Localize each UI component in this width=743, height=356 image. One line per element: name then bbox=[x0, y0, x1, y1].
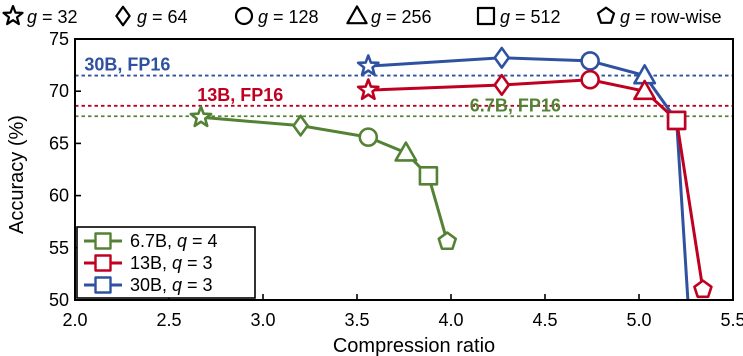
top-legend-label: g = 64 bbox=[137, 7, 188, 27]
legend-label: 13B, q = 3 bbox=[130, 253, 213, 273]
top-legend-label: g = 512 bbox=[500, 7, 561, 27]
top-legend: g = 32 g = 64 g = 128 g = 256 g = 512 g = row… bbox=[2, 4, 722, 27]
legend-model: 13B, bbox=[130, 253, 172, 273]
data-point bbox=[693, 279, 713, 299]
top-legend-g: g bbox=[500, 7, 510, 27]
top-legend-value: = 128 bbox=[268, 7, 319, 27]
data-point bbox=[437, 231, 458, 251]
x-axis-label: Compression ratio bbox=[333, 335, 495, 356]
legend-label: 6.7B, q = 4 bbox=[130, 231, 218, 251]
top-legend-g: g bbox=[137, 7, 147, 27]
top-legend-g: g bbox=[27, 7, 37, 27]
legend-square-icon bbox=[94, 254, 112, 272]
top-legend-value: = 32 bbox=[37, 7, 78, 27]
series-layer bbox=[189, 46, 713, 301]
plot-frame bbox=[74, 38, 734, 301]
legend-item: 13B, q = 3 bbox=[84, 253, 213, 273]
legend-value: = 3 bbox=[182, 253, 213, 273]
x-tick-label: 3.0 bbox=[250, 310, 275, 330]
legend-q: q bbox=[172, 253, 182, 273]
top-legend-value: = row-wise bbox=[630, 7, 722, 27]
data-point bbox=[493, 73, 511, 97]
x-tick-label: 4.0 bbox=[438, 310, 463, 330]
top-legend-g: g bbox=[620, 7, 630, 27]
x-tick-label: 2.5 bbox=[156, 310, 181, 330]
data-point bbox=[356, 78, 380, 101]
reference-lines: 30B, FP16 13B, FP16 6.7B, FP16 bbox=[75, 55, 733, 118]
top-legend-item: g = 512 bbox=[476, 6, 561, 27]
circle-marker-icon bbox=[234, 6, 254, 26]
diamond-marker-icon bbox=[115, 5, 131, 27]
data-point bbox=[580, 51, 600, 71]
data-point bbox=[418, 165, 439, 186]
legend-value: = 4 bbox=[187, 231, 218, 251]
series-line bbox=[368, 56, 690, 301]
legend-item: 30B, q = 3 bbox=[84, 275, 213, 295]
star-marker-icon bbox=[2, 4, 24, 26]
reference-line-label: 6.7B, FP16 bbox=[470, 95, 561, 115]
y-tick-label: 55 bbox=[49, 238, 69, 258]
triangle-marker-icon bbox=[346, 5, 368, 25]
data-point bbox=[580, 69, 600, 90]
x-tick-label: 2.0 bbox=[62, 310, 87, 330]
y-tick-label: 75 bbox=[49, 29, 69, 49]
legend-item: 6.7B, q = 4 bbox=[84, 231, 218, 251]
top-legend-item: g = 64 bbox=[115, 5, 188, 27]
top-legend-item: g = 256 bbox=[346, 5, 432, 27]
top-legend-item: g = 32 bbox=[2, 4, 78, 27]
axes: 2.0 2.5 3.0 3.5 4.0 4.5 5.0 5.5 50 55 60 65 70 75 Comp… bbox=[6, 29, 743, 356]
series bbox=[189, 105, 458, 251]
legend-value: = 3 bbox=[182, 275, 213, 295]
top-legend-g: g bbox=[371, 7, 381, 27]
top-legend-label: g = row-wise bbox=[620, 7, 722, 27]
data-point bbox=[493, 46, 511, 69]
data-point bbox=[189, 105, 213, 128]
top-legend-g: g bbox=[258, 7, 268, 27]
top-legend-value: = 64 bbox=[147, 7, 188, 27]
series-line bbox=[368, 78, 705, 290]
y-tick-label: 50 bbox=[49, 290, 69, 310]
data-point bbox=[394, 141, 418, 162]
y-tick-label: 60 bbox=[49, 186, 69, 206]
x-tick-label: 4.5 bbox=[532, 310, 557, 330]
data-point bbox=[292, 114, 309, 137]
square-marker-icon bbox=[476, 6, 496, 26]
y-tick-label: 70 bbox=[49, 81, 69, 101]
x-tick-label: 3.5 bbox=[344, 310, 369, 330]
reference-line-label: 13B, FP16 bbox=[197, 85, 283, 105]
series bbox=[356, 46, 690, 301]
top-legend-label: g = 256 bbox=[371, 7, 432, 27]
data-point bbox=[633, 79, 657, 101]
data-point bbox=[666, 110, 687, 131]
series-line bbox=[200, 115, 449, 242]
top-legend-item: g = row-wise bbox=[596, 6, 722, 27]
top-legend-label: g = 128 bbox=[258, 7, 319, 27]
x-tick-label: 5.5 bbox=[720, 310, 743, 330]
data-point bbox=[356, 54, 380, 77]
x-tick-label: 5.0 bbox=[626, 310, 651, 330]
legend-q: q bbox=[172, 275, 182, 295]
y-axis-label: Accuracy (%) bbox=[6, 115, 28, 234]
legend-model: 6.7B, bbox=[130, 231, 177, 251]
top-legend-label: g = 32 bbox=[27, 7, 78, 27]
legend-label: 30B, q = 3 bbox=[130, 275, 213, 295]
top-legend-value: = 512 bbox=[510, 7, 561, 27]
legend-q: q bbox=[177, 231, 187, 251]
legend-square-icon bbox=[94, 232, 112, 250]
pentagon-marker-icon bbox=[596, 6, 616, 24]
legend-square-icon bbox=[94, 276, 112, 294]
top-legend-item: g = 128 bbox=[234, 6, 319, 27]
reference-line-label: 30B, FP16 bbox=[84, 55, 170, 75]
top-legend-value: = 256 bbox=[381, 7, 432, 27]
series bbox=[356, 69, 713, 299]
legend-model: 30B, bbox=[130, 275, 172, 295]
y-tick-label: 65 bbox=[49, 133, 69, 153]
data-point bbox=[358, 127, 379, 147]
